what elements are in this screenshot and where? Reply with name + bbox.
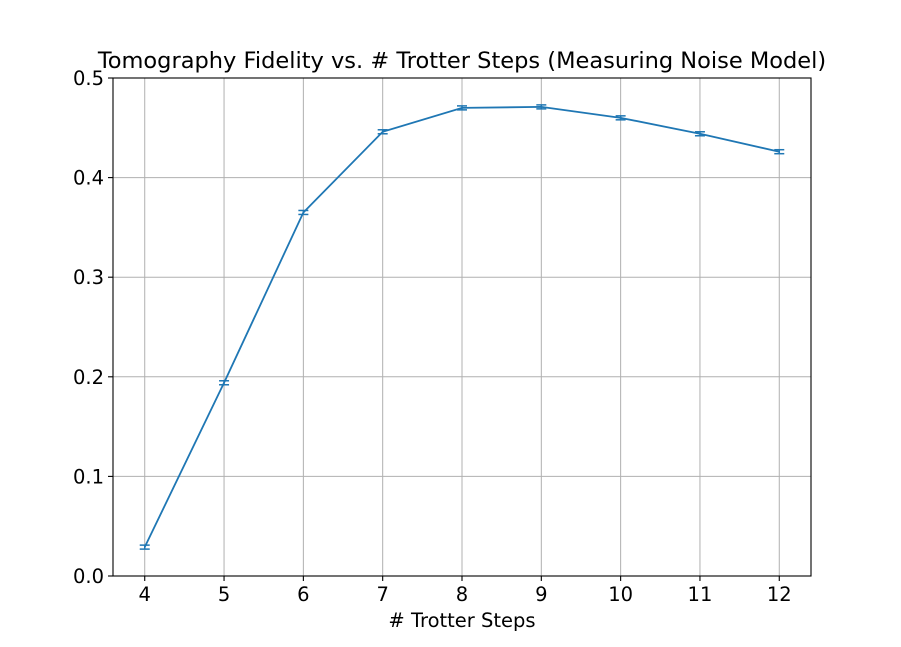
error-bar <box>377 129 388 135</box>
error-bar <box>615 115 626 121</box>
x-tick-label: 7 <box>376 583 388 606</box>
y-tick-label: 0.2 <box>73 366 104 389</box>
x-tick-label: 5 <box>218 583 230 606</box>
error-bar <box>536 104 547 110</box>
x-tick-label: 10 <box>608 583 633 606</box>
x-tick-label: 11 <box>688 583 713 606</box>
error-bar <box>457 105 467 111</box>
error-bar <box>694 131 705 137</box>
error-bar <box>298 209 309 216</box>
y-tick-label: 0.4 <box>73 167 104 190</box>
x-tick-label: 6 <box>297 583 309 606</box>
y-tick-label: 0.1 <box>73 465 104 488</box>
x-tick-label: 12 <box>767 583 792 606</box>
x-tick-label: 9 <box>535 583 547 606</box>
error-bar <box>139 544 150 550</box>
x-tick-label: 8 <box>456 583 468 606</box>
error-bar <box>219 380 230 386</box>
y-tick-label: 0.0 <box>73 565 104 588</box>
error-bar <box>774 148 785 155</box>
y-tick-label: 0.5 <box>73 67 104 90</box>
axis-ticks: 4 5 6 7 8 9 10 11 12 0.0 0.1 0.2 0.3 0.4 0.5 <box>73 67 792 606</box>
chart-title: Tomography Fidelity vs. # Trotter Steps … <box>97 48 826 74</box>
x-tick-label: 4 <box>139 583 151 606</box>
x-axis-label: # Trotter Steps <box>388 609 535 632</box>
series-layer <box>139 104 785 550</box>
grid-lines <box>113 77 811 577</box>
y-tick-label: 0.3 <box>73 266 104 289</box>
